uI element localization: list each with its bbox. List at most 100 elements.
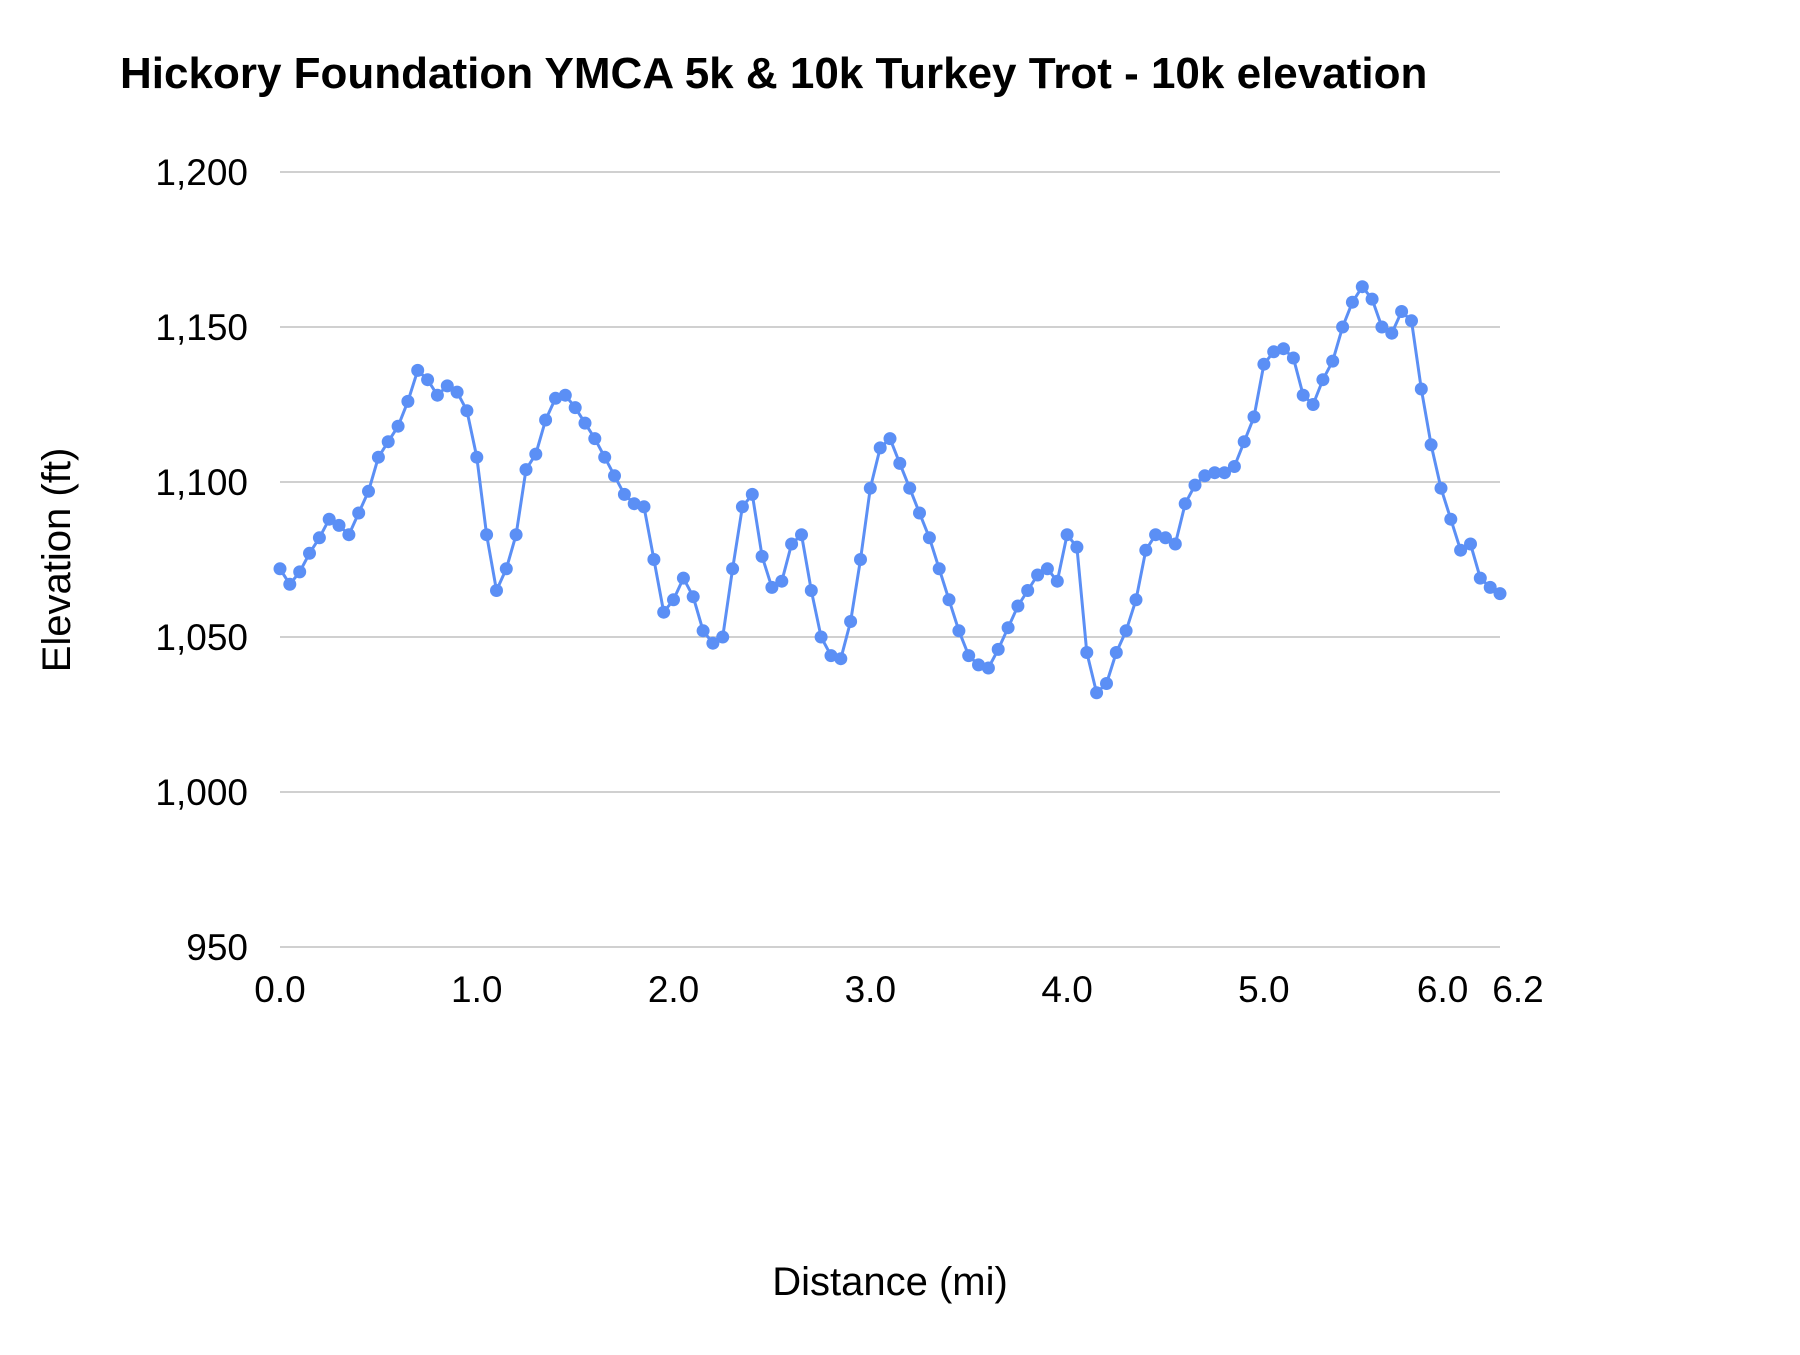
x-tick-label: 5.0: [1238, 969, 1289, 1010]
x-tick-label: 4.0: [1041, 969, 1092, 1010]
x-axis-title: Distance (mi): [772, 1260, 1008, 1304]
data-point: [962, 649, 976, 663]
data-point: [1119, 624, 1133, 638]
data-point: [834, 652, 848, 666]
data-point: [745, 487, 759, 501]
data-point: [775, 574, 789, 588]
data-point: [283, 577, 297, 591]
data-point: [430, 388, 444, 402]
data-point: [480, 528, 494, 542]
data-point: [342, 528, 356, 542]
data-point: [844, 615, 858, 628]
data-point: [913, 506, 926, 520]
data-point: [1149, 528, 1163, 542]
data-point: [1060, 528, 1074, 542]
data-point: [785, 537, 799, 551]
data-point: [539, 413, 553, 427]
data-point: [647, 553, 661, 566]
data-point: [765, 580, 779, 594]
data-point: [1188, 478, 1202, 492]
data-point: [312, 531, 326, 545]
data-point: [549, 391, 562, 405]
data-point: [1109, 646, 1123, 659]
data-point: [627, 497, 641, 511]
y-tick-label: 950: [186, 927, 248, 968]
data-point: [1316, 373, 1330, 387]
data-point: [854, 553, 867, 566]
data-point: [411, 363, 425, 377]
data-point: [529, 447, 543, 461]
data-point: [1395, 305, 1409, 318]
x-tick-label: 0.0: [254, 969, 305, 1010]
data-point: [1178, 497, 1192, 511]
data-point: [450, 385, 464, 399]
data-point: [293, 565, 307, 579]
data-point: [303, 546, 316, 560]
data-point: [1405, 314, 1418, 328]
data-point: [942, 593, 956, 607]
data-point: [519, 463, 533, 477]
data-point: [598, 450, 612, 464]
data-point: [371, 450, 385, 464]
data-point: [1159, 531, 1172, 545]
data-point: [755, 549, 769, 563]
data-point: [1237, 435, 1251, 449]
data-point: [1198, 469, 1212, 483]
data-point: [903, 481, 917, 495]
data-point: [558, 388, 572, 402]
data-point: [1218, 466, 1231, 480]
data-point: [1464, 537, 1477, 551]
data-point: [1001, 621, 1015, 635]
data-point: [1247, 410, 1261, 424]
data-point: [1326, 354, 1340, 368]
data-point: [706, 636, 720, 650]
data-point: [1424, 438, 1438, 452]
data-point: [460, 404, 474, 418]
data-point: [1031, 568, 1045, 582]
data-point: [391, 419, 405, 433]
data-point: [873, 441, 887, 455]
data-point: [1050, 574, 1064, 588]
data-point: [1100, 677, 1113, 690]
data-point: [863, 481, 877, 495]
data-point: [608, 469, 621, 483]
chart-title: Hickory Foundation YMCA 5k & 10k Turkey …: [120, 49, 1427, 98]
data-point: [1434, 481, 1448, 495]
data-point: [1296, 388, 1310, 402]
data-point: [588, 432, 602, 446]
data-point: [804, 584, 818, 597]
data-point: [1090, 686, 1104, 700]
data-point: [696, 624, 710, 638]
data-point: [352, 506, 366, 520]
data-point: [332, 518, 346, 532]
data-point: [824, 649, 838, 663]
data-point: [1257, 357, 1271, 371]
data-point: [1286, 351, 1300, 365]
gridlines: [280, 171, 1500, 948]
x-tick-label: 3.0: [845, 969, 896, 1010]
data-point: [490, 584, 503, 597]
x-tick-label: 6.0: [1417, 969, 1468, 1010]
data-point: [1336, 320, 1350, 334]
x-tick-label: 1.0: [451, 969, 502, 1010]
data-point: [1365, 292, 1379, 306]
data-point: [362, 484, 375, 498]
y-tick-label: 1,150: [155, 307, 248, 348]
data-point: [972, 658, 985, 672]
x-tick-label: 2.0: [648, 969, 699, 1010]
data-point: [932, 562, 946, 576]
data-point: [578, 416, 592, 430]
data-point: [1277, 342, 1290, 356]
data-point: [1080, 646, 1094, 659]
data-point: [568, 401, 582, 415]
x-tick-label: 6.2: [1492, 969, 1543, 1010]
data-point: [1168, 537, 1182, 551]
data-point: [667, 593, 680, 607]
data-point: [814, 630, 828, 644]
data-point: [1483, 580, 1497, 594]
elevation-series: [273, 280, 1507, 700]
data-point: [1355, 280, 1369, 294]
data-point: [470, 450, 484, 464]
